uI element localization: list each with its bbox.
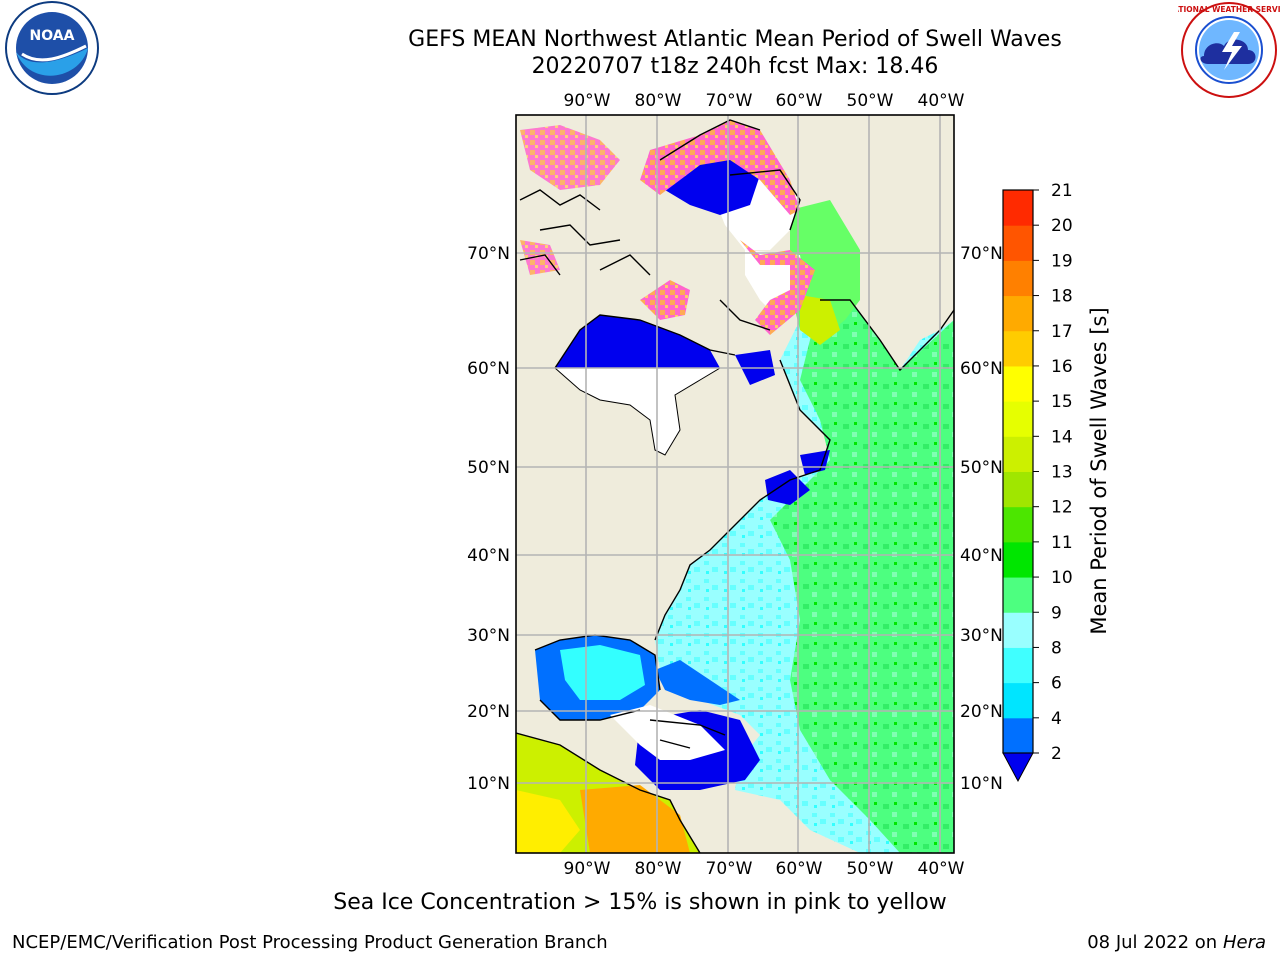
colorbar-tick-label: 15 — [1051, 392, 1073, 412]
coastlines — [516, 119, 954, 853]
colorbar-segment — [1003, 190, 1033, 226]
colorbar-segment — [1003, 260, 1033, 297]
colorbar-segment — [1003, 682, 1033, 719]
credit-branch: NCEP/EMC/Verification Post Processing Pr… — [12, 932, 608, 953]
ocean-swell-green — [770, 300, 954, 853]
lat-label-right: 50°N — [960, 458, 1003, 478]
hudson-bay-south — [553, 367, 722, 456]
colorbar-tick-label: 14 — [1051, 427, 1073, 447]
credit-host: Hera — [1222, 932, 1266, 953]
colorbar-segment — [1003, 330, 1033, 367]
lat-label-right: 70°N — [960, 244, 1003, 264]
colorbar-segment — [1003, 471, 1033, 508]
colorbar-segment — [1003, 506, 1033, 543]
credit-date: 08 Jul 2022 on Hera — [1087, 932, 1266, 953]
lat-label-left: 50°N — [467, 458, 510, 478]
credit-date-text: 08 Jul 2022 on — [1087, 932, 1218, 953]
gulf-of-mexico-cyan — [560, 645, 645, 700]
colorbar-tick-label: 18 — [1051, 287, 1073, 307]
lat-label-right: 20°N — [960, 702, 1003, 722]
colorbar-tick-label: 17 — [1051, 322, 1073, 342]
colorbar-tick-label: 4 — [1051, 709, 1062, 729]
colorbar-segment — [1003, 436, 1033, 472]
lat-label-left: 70°N — [467, 244, 510, 264]
hudson-bay-north — [555, 315, 720, 368]
colorbar-tick-label: 11 — [1051, 533, 1073, 553]
lon-label-bottom: 60°W — [776, 859, 823, 879]
lon-label-top: 60°W — [776, 91, 823, 111]
south-america-yellow-west — [516, 790, 580, 853]
map-frame — [515, 114, 955, 854]
south-america-orange — [580, 785, 690, 853]
lat-label-left: 30°N — [467, 626, 510, 646]
chart-subtitle: 20220707 t18z 240h fcst Max: 18.46 — [531, 54, 939, 79]
lat-label-left: 40°N — [467, 546, 510, 566]
lat-label-right: 60°N — [960, 359, 1003, 379]
colorbar-tick-label: 12 — [1051, 498, 1073, 518]
lat-label-right: 10°N — [960, 774, 1003, 794]
sea-ice-archipelago — [520, 125, 620, 190]
colorbar-segment — [1003, 717, 1033, 754]
lon-label-bottom: 80°W — [635, 859, 682, 879]
lat-label-left: 60°N — [467, 359, 510, 379]
noaa-logo: NOAA — [5, 1, 99, 95]
lon-label-top: 40°W — [918, 91, 965, 111]
sea-ice-west — [520, 240, 560, 275]
lon-label-top: 90°W — [564, 91, 611, 111]
colorbar-tick-label: 2 — [1051, 744, 1062, 764]
swell-yellow-patch — [800, 295, 840, 345]
lat-label-left: 10°N — [467, 774, 510, 794]
sea-ice-hudson — [640, 280, 690, 320]
map-area — [516, 115, 954, 853]
colorbar: 2 4 6 8 9 10 11 12 13 14 15 16 17 18 19 20 21 — [1002, 181, 1073, 783]
nws-logo: NATIONAL WEATHER SERVICE — [1178, 2, 1280, 98]
lon-label-top: 80°W — [635, 91, 682, 111]
colorbar-segment — [1003, 225, 1033, 261]
colorbar-tick-label: 13 — [1051, 463, 1073, 483]
colorbar-under-arrow — [1002, 752, 1034, 783]
colorbar-segment — [1003, 401, 1033, 437]
gulf-st-lawrence-north — [800, 450, 830, 475]
lat-label-right: 40°N — [960, 546, 1003, 566]
colorbar-segment — [1003, 295, 1033, 332]
lon-label-top: 50°W — [847, 91, 894, 111]
colorbar-tick-label: 21 — [1051, 181, 1073, 201]
colorbar-segment — [1003, 541, 1033, 578]
lon-label-bottom: 90°W — [564, 859, 611, 879]
sea-ice-davis — [740, 240, 815, 335]
lon-label-bottom: 40°W — [918, 859, 965, 879]
colorbar-segment — [1003, 647, 1033, 684]
colorbar-label: Mean Period of Swell Waves [s] — [1087, 307, 1111, 634]
lat-label-right: 30°N — [960, 626, 1003, 646]
lon-label-bottom: 70°W — [706, 859, 753, 879]
chart-title: GEFS MEAN Northwest Atlantic Mean Period… — [408, 27, 1062, 52]
caribbean-white — [610, 705, 725, 760]
nws-logo-text: NATIONAL WEATHER SERVICE — [1178, 5, 1280, 14]
lat-label-left: 20°N — [467, 702, 510, 722]
colorbar-tick-label: 20 — [1051, 216, 1073, 236]
graticule — [516, 115, 954, 853]
sea-ice-note: Sea Ice Concentration > 15% is shown in … — [333, 890, 947, 915]
colorbar-tick-label: 10 — [1051, 568, 1073, 588]
colorbar-tick-label: 9 — [1051, 603, 1062, 623]
lon-label-top: 70°W — [706, 91, 753, 111]
bahamas-shelf — [655, 660, 740, 705]
sea-ice-baffin — [640, 120, 800, 215]
colorbar-tick-label: 19 — [1051, 251, 1073, 271]
colorbar-segment — [1003, 577, 1033, 613]
colorbar-tick-label: 16 — [1051, 357, 1073, 377]
noaa-logo-text: NOAA — [30, 28, 75, 44]
colorbar-segment — [1003, 365, 1033, 402]
colorbar-tick-label: 8 — [1051, 638, 1062, 658]
colorbar-segment — [1003, 612, 1033, 648]
lon-label-bottom: 50°W — [847, 859, 894, 879]
colorbar-tick-label: 6 — [1051, 674, 1062, 694]
